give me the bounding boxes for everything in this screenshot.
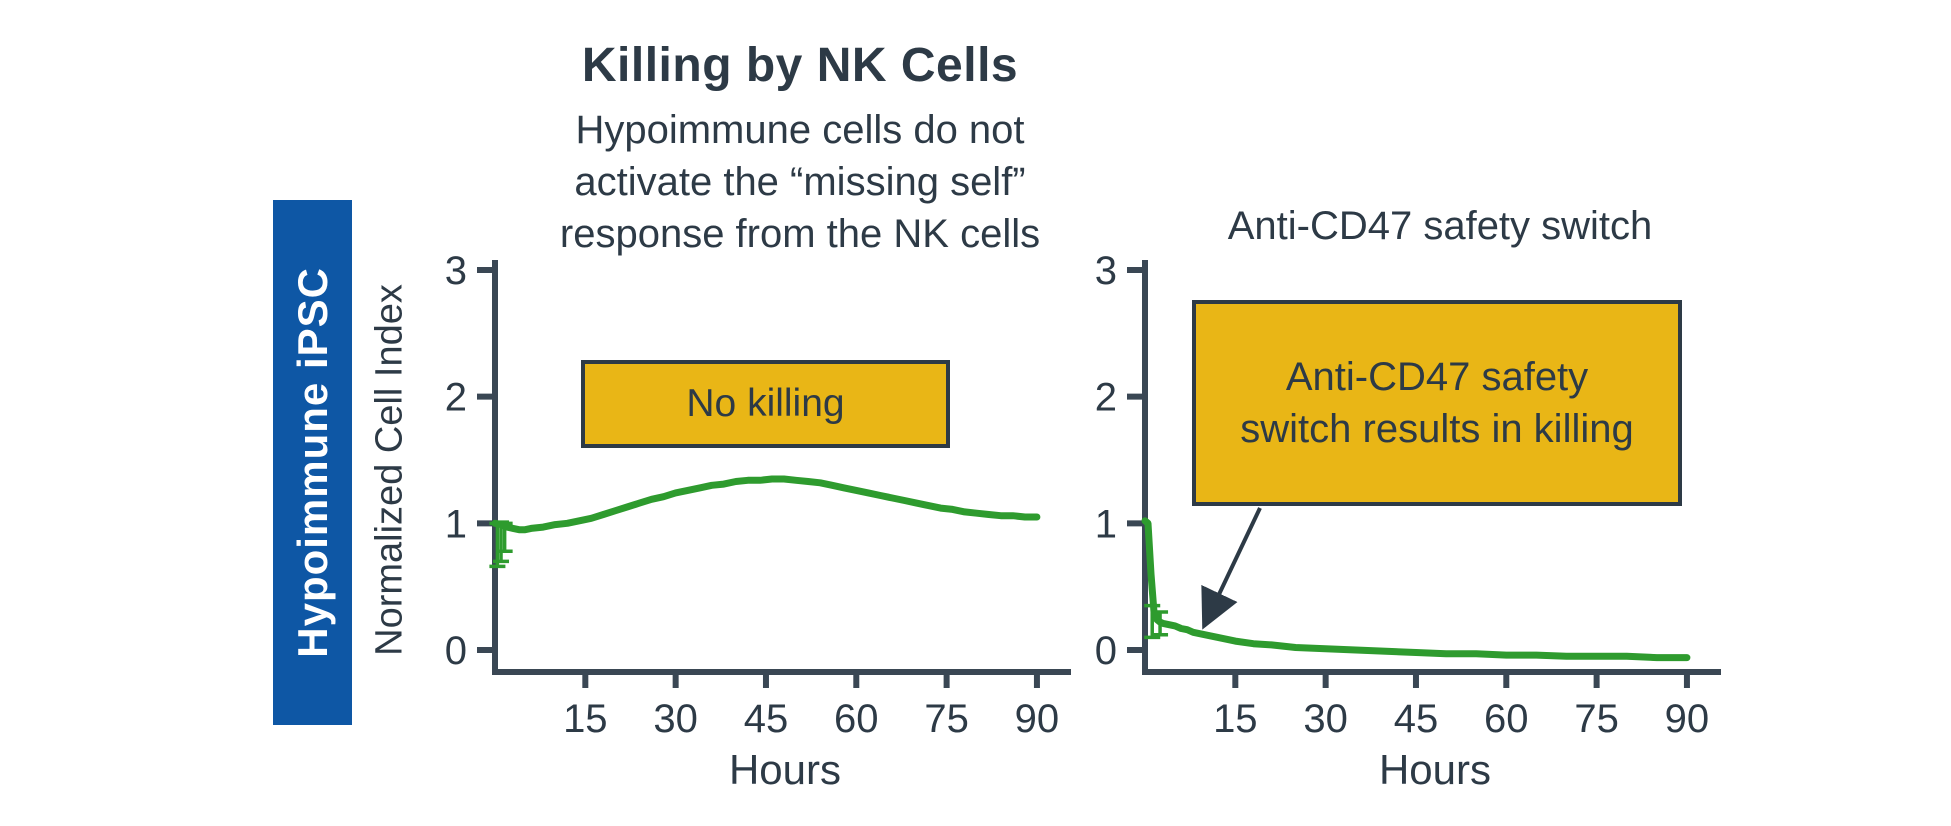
page-subtitle: Hypoimmune cells do not activate the “mi… — [559, 108, 1041, 256]
no-killing-callout: No killing — [581, 360, 950, 448]
x-tick-label: 15 — [1213, 697, 1258, 741]
left-chart: 0 1 2 3 15 30 45 60 75 90 Hours — [445, 250, 1071, 793]
x-axis-label: Hours — [729, 746, 841, 793]
y-tick-label: 2 — [1095, 376, 1117, 420]
side-banner-label: Hypoimmune iPSC — [288, 267, 336, 658]
x-tick-label: 30 — [1303, 697, 1348, 741]
y-tick-label: 3 — [1095, 250, 1117, 293]
x-tick-label: 90 — [1665, 697, 1710, 741]
x-tick-label: 75 — [1574, 697, 1619, 741]
y-tick-label: 0 — [445, 629, 467, 673]
y-axis-label: Normalized Cell Index — [368, 284, 411, 656]
y-tick-label: 2 — [445, 376, 467, 420]
x-axis-label: Hours — [1379, 746, 1491, 793]
y-tick-label: 0 — [1095, 629, 1117, 673]
x-tick-label: 45 — [744, 697, 789, 741]
page-title: Killing by NK Cells — [581, 39, 1019, 92]
y-tick-label: 3 — [445, 250, 467, 293]
x-tick-label: 45 — [1394, 697, 1439, 741]
arrow-line — [1201, 507, 1262, 630]
callout-arrow — [1201, 507, 1262, 630]
x-tick-label: 60 — [1484, 697, 1529, 741]
x-tick-label: 75 — [924, 697, 969, 741]
x-tick-label: 60 — [834, 697, 879, 741]
side-banner: Hypoimmune iPSC — [273, 200, 352, 725]
y-tick-label: 1 — [445, 502, 467, 546]
right-chart-title: Anti-CD47 safety switch — [1227, 204, 1653, 248]
safety-switch-callout: Anti-CD47 safety switch results in killi… — [1192, 300, 1682, 506]
series-line — [491, 475, 1041, 534]
right-chart: 0 1 2 3 15 30 45 60 75 90 Hours — [1095, 250, 1721, 793]
x-tick-label: 15 — [563, 697, 608, 741]
x-tick-label: 90 — [1015, 697, 1060, 741]
y-tick-label: 1 — [1095, 502, 1117, 546]
x-tick-label: 30 — [653, 697, 698, 741]
series-line — [1141, 517, 1691, 662]
